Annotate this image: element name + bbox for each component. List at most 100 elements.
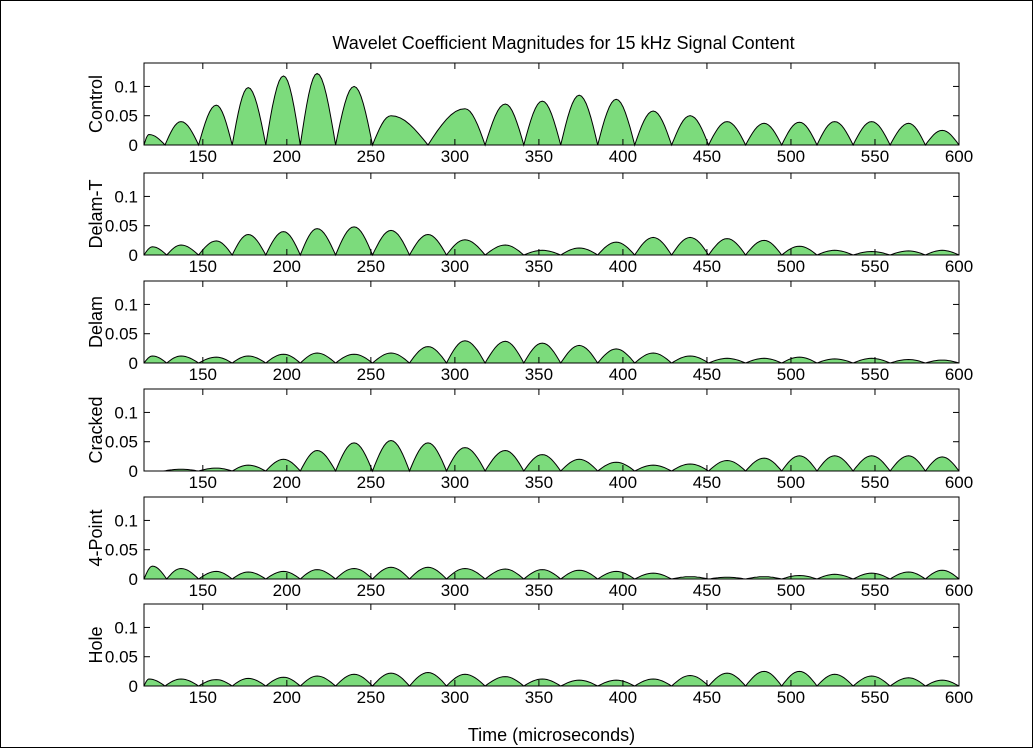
y-tick-label: 0.1 (114, 295, 138, 314)
x-tick-label: 450 (693, 365, 721, 384)
y-tick-label: 0 (129, 354, 138, 373)
series-line-hole (143, 670, 960, 687)
x-tick-label: 550 (861, 581, 889, 600)
x-tick-label: 400 (609, 257, 637, 276)
x-tick-label: 500 (777, 365, 805, 384)
x-tick-label: 350 (525, 688, 553, 707)
axes-box (143, 62, 960, 146)
y-axis-label: Cracked (86, 396, 106, 463)
x-tick-label: 150 (189, 257, 217, 276)
panel-control: 150 200 250 300 350 400 450 500 550 600 0 0.05 0.1 Co… (86, 62, 973, 166)
x-tick-label: 400 (609, 147, 637, 166)
y-tick-label: 0.05 (105, 433, 138, 452)
x-tick-label: 600 (945, 581, 973, 600)
x-tick-label: 550 (861, 688, 889, 707)
y-tick-label: 0 (129, 462, 138, 481)
y-axis-label: 4-Point (86, 509, 106, 566)
x-tick-label: 350 (525, 365, 553, 384)
x-tick-label: 350 (525, 147, 553, 166)
x-tick-label: 150 (189, 688, 217, 707)
y-tick-label: 0 (129, 570, 138, 589)
series-line-delam (143, 340, 960, 365)
chart-title: Wavelet Coefficient Magnitudes for 15 kH… (332, 33, 794, 53)
y-tick-label: 0 (129, 677, 138, 696)
x-tick-label: 200 (273, 473, 301, 492)
y-axis-label: Hole (86, 626, 106, 663)
x-tick-label: 200 (273, 365, 301, 384)
series-area-delam (144, 340, 959, 363)
x-tick-label: 600 (945, 257, 973, 276)
x-tick-label: 350 (525, 581, 553, 600)
y-tick-label: 0.05 (105, 648, 138, 667)
axes-box (143, 603, 960, 687)
y-tick-label: 0.05 (105, 107, 138, 126)
y-tick-label: 0.1 (114, 187, 138, 206)
x-tick-label: 350 (525, 473, 553, 492)
x-tick-label: 250 (357, 147, 385, 166)
y-tick-label: 0.1 (114, 403, 138, 422)
x-tick-label: 450 (693, 473, 721, 492)
axes-box (143, 388, 960, 472)
y-tick-label: 0 (129, 136, 138, 155)
x-tick-label: 600 (945, 365, 973, 384)
y-tick-label: 0.05 (105, 541, 138, 560)
x-tick-label: 200 (273, 688, 301, 707)
x-tick-label: 400 (609, 365, 637, 384)
x-tick-label: 300 (441, 473, 469, 492)
x-tick-label: 250 (357, 257, 385, 276)
panel-delam-t: 150 200 250 300 350 400 450 500 550 600 0 0.05 0.1 De… (86, 172, 973, 276)
axes-box (143, 280, 960, 364)
axes-box (143, 172, 960, 256)
series-area-cracked (144, 440, 959, 471)
x-tick-label: 150 (189, 147, 217, 166)
panel-hole: 150 200 250 300 350 400 450 500 550 600 0 0.05 0.1 Ho… (86, 603, 973, 707)
x-tick-label: 250 (357, 581, 385, 600)
x-tick-label: 250 (357, 473, 385, 492)
x-tick-label: 500 (777, 147, 805, 166)
y-tick-label: 0.1 (114, 77, 138, 96)
x-tick-label: 600 (945, 473, 973, 492)
panel-cracked: 150 200 250 300 350 400 450 500 550 600 0 0.05 0.1 Cr… (86, 388, 973, 492)
x-tick-label: 400 (609, 581, 637, 600)
x-tick-label: 500 (777, 473, 805, 492)
y-tick-label: 0.05 (105, 217, 138, 236)
x-tick-label: 550 (861, 365, 889, 384)
x-axis-label: Time (microseconds) (468, 725, 635, 745)
y-axis-label: Delam-T (86, 179, 106, 248)
x-tick-label: 150 (189, 581, 217, 600)
x-tick-label: 300 (441, 365, 469, 384)
x-tick-label: 500 (777, 581, 805, 600)
series-area-control (144, 73, 959, 145)
x-tick-label: 200 (273, 581, 301, 600)
x-tick-label: 450 (693, 257, 721, 276)
x-tick-label: 350 (525, 257, 553, 276)
panel-4-point: 150 200 250 300 350 400 450 500 550 600 0 0.05 0.1 4-… (86, 496, 973, 600)
x-tick-label: 300 (441, 688, 469, 707)
x-tick-label: 500 (777, 257, 805, 276)
x-tick-label: 250 (357, 365, 385, 384)
x-tick-label: 550 (861, 147, 889, 166)
axes-box (143, 496, 960, 580)
y-tick-label: 0.1 (114, 618, 138, 637)
x-tick-label: 600 (945, 688, 973, 707)
series-area-delam-t (144, 226, 959, 255)
x-tick-label: 300 (441, 147, 469, 166)
x-tick-label: 400 (609, 473, 637, 492)
y-axis-label: Control (86, 75, 106, 133)
x-tick-label: 150 (189, 365, 217, 384)
x-tick-label: 200 (273, 257, 301, 276)
series-line-delam-t (143, 226, 960, 257)
x-tick-label: 250 (357, 688, 385, 707)
x-tick-label: 200 (273, 147, 301, 166)
x-tick-label: 400 (609, 688, 637, 707)
x-tick-label: 450 (693, 147, 721, 166)
panel-delam: 150 200 250 300 350 400 450 500 550 600 0 0.05 0.1 De… (86, 280, 973, 384)
y-tick-label: 0 (129, 246, 138, 265)
x-tick-label: 450 (693, 688, 721, 707)
y-tick-label: 0.1 (114, 511, 138, 530)
x-tick-label: 300 (441, 257, 469, 276)
y-tick-label: 0.05 (105, 325, 138, 344)
x-tick-label: 550 (861, 473, 889, 492)
